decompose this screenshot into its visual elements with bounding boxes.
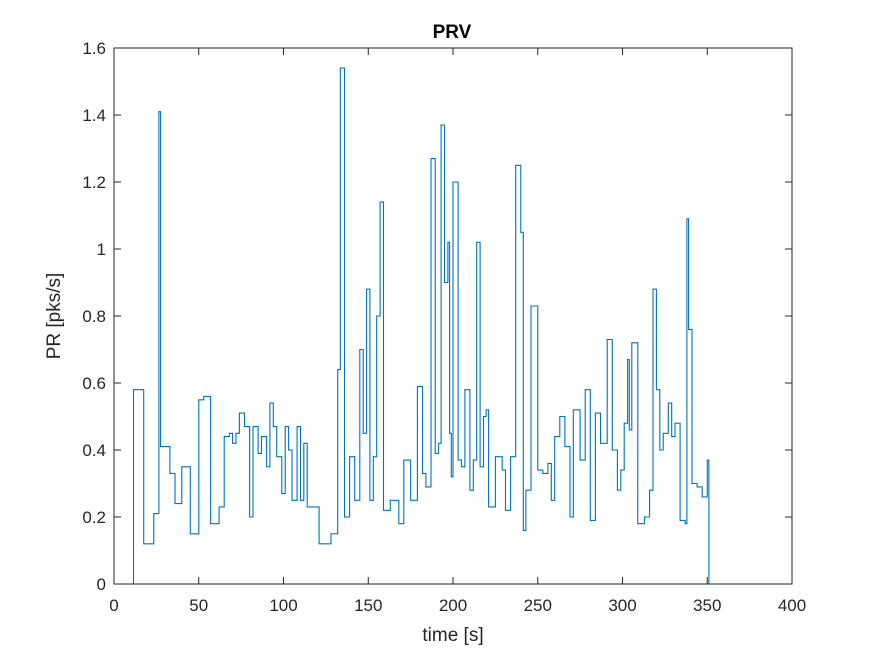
y-tick-label: 1.6 <box>82 39 106 58</box>
y-tick-label: 0.6 <box>82 374 106 393</box>
y-tick-label: 1 <box>97 240 106 259</box>
x-tick-label: 300 <box>608 596 636 615</box>
x-tick-label: 50 <box>189 596 208 615</box>
y-tick-label: 0 <box>97 575 106 594</box>
y-tick-label: 0.4 <box>82 441 106 460</box>
y-tick-label: 0.2 <box>82 508 106 527</box>
chart-title: PRV <box>433 22 472 43</box>
x-tick-label: 250 <box>524 596 552 615</box>
x-tick-label: 400 <box>778 596 806 615</box>
x-tick-label: 150 <box>354 596 382 615</box>
x-tick-label: 0 <box>109 596 118 615</box>
y-tick-label: 1.4 <box>82 106 106 125</box>
x-axis-label: time [s] <box>422 625 483 646</box>
axes-box <box>113 47 793 585</box>
x-tick-label: 350 <box>693 596 721 615</box>
y-tick-label: 1.2 <box>82 173 106 192</box>
series-line <box>132 67 711 585</box>
series-layer <box>132 67 711 585</box>
x-tick-label: 100 <box>269 596 297 615</box>
y-axis-label: PR [pks/s] <box>44 273 65 360</box>
y-tick-label: 0.8 <box>82 307 106 326</box>
y-axis-ticks: 0 0.2 0.4 0.6 0.8 1 1.2 1.4 1.6 <box>82 39 792 594</box>
x-axis-ticks: 0 50 100 150 200 250 300 350 400 <box>109 48 806 615</box>
x-tick-label: 200 <box>439 596 467 615</box>
